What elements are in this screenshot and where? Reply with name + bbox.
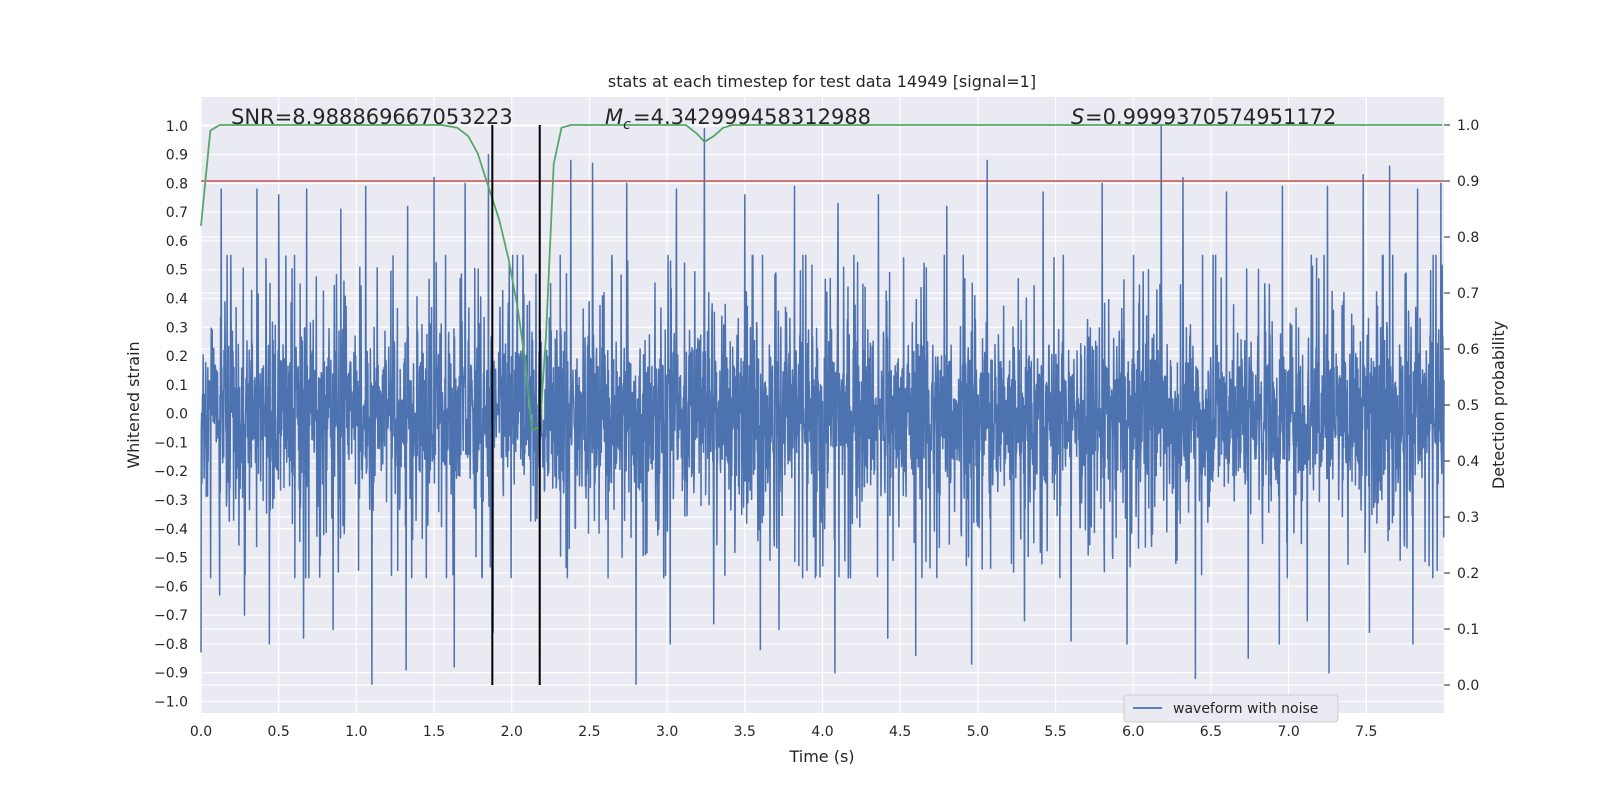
waveform-layer bbox=[200, 125, 1445, 685]
y-left-tick-label: 0.3 bbox=[166, 320, 188, 336]
legend-label: waveform with noise bbox=[1173, 701, 1318, 717]
x-tick-label: 5.5 bbox=[1044, 724, 1066, 740]
mc-annotation-value: =4.342999458312988 bbox=[633, 105, 871, 129]
y-left-tick-label: 0.0 bbox=[166, 407, 188, 423]
y-right-tick-label: 0.0 bbox=[1457, 678, 1479, 694]
y-left-tick-label: 0.4 bbox=[166, 291, 188, 307]
x-tick-label: 3.0 bbox=[656, 724, 678, 740]
marker-layer bbox=[491, 125, 541, 685]
y-left-tick-label: −0.3 bbox=[154, 493, 188, 509]
s-annotation-value: =0.9999370574951172 bbox=[1085, 105, 1336, 129]
y-left-tick-label: −0.5 bbox=[154, 551, 188, 567]
y-axis-label-right: Detection probability bbox=[1489, 321, 1508, 489]
snr-annotation: SNR=8.988869667053223 bbox=[231, 105, 513, 129]
y-left-tick-label: −0.2 bbox=[154, 464, 188, 480]
chart-title: stats at each timestep for test data 149… bbox=[608, 72, 1036, 91]
y-left-tick-label: 0.1 bbox=[166, 378, 188, 394]
y-left-tick-label: −0.7 bbox=[154, 608, 188, 624]
y-left-tick-label: −0.1 bbox=[154, 435, 188, 451]
y-left-tick-label: −0.8 bbox=[154, 637, 188, 653]
x-tick-label: 0.0 bbox=[190, 724, 212, 740]
y-left-tick-label: −0.9 bbox=[154, 666, 188, 682]
x-tick-label: 2.5 bbox=[578, 724, 600, 740]
x-tick-label: 3.5 bbox=[734, 724, 756, 740]
y-left-tick-label: 0.6 bbox=[166, 234, 188, 250]
s-annotation: S =0.9999370574951172 bbox=[1071, 105, 1336, 129]
y-right-tick-label: 0.6 bbox=[1457, 342, 1479, 358]
x-tick-label: 2.0 bbox=[501, 724, 523, 740]
y-right-tick-label: 0.8 bbox=[1457, 230, 1479, 246]
y-left-tick-label: 0.2 bbox=[166, 349, 188, 365]
y-left-tick-label: −0.4 bbox=[154, 522, 188, 538]
x-tick-label: 7.0 bbox=[1277, 724, 1299, 740]
x-tick-label: 4.5 bbox=[889, 724, 911, 740]
x-tick-label: 0.5 bbox=[268, 724, 290, 740]
y-right-tick-label: 1.0 bbox=[1457, 118, 1479, 134]
ticks-layer: 0.0 0.5 1.0 1.5 2.0 2.5 3.0 3.5 4.0 4.5 5.0 5.5 6.0 6… bbox=[154, 118, 1479, 740]
y-right-tick-label: 0.5 bbox=[1457, 398, 1479, 414]
x-tick-label: 1.5 bbox=[423, 724, 445, 740]
y-right-tick-label: 0.2 bbox=[1457, 566, 1479, 582]
x-tick-label: 5.0 bbox=[967, 724, 989, 740]
legend-box bbox=[1123, 694, 1339, 723]
waveform-line bbox=[200, 125, 1445, 685]
y-right-tick-label: 0.7 bbox=[1457, 286, 1479, 302]
x-tick-label: 4.0 bbox=[811, 724, 833, 740]
legend: waveform with noise bbox=[1123, 694, 1339, 723]
x-tick-label: 1.0 bbox=[345, 724, 367, 740]
y-left-tick-label: 0.8 bbox=[166, 176, 188, 192]
y-left-tick-label: 0.5 bbox=[166, 263, 188, 279]
y-right-tick-label: 0.9 bbox=[1457, 174, 1479, 190]
y-left-tick-label: −0.6 bbox=[154, 579, 188, 595]
svg-text:S: S bbox=[1071, 105, 1084, 129]
y-left-tick-label: 1.0 bbox=[166, 119, 188, 135]
detection-probability-line bbox=[200, 124, 1443, 432]
x-tick-label: 7.5 bbox=[1355, 724, 1377, 740]
y-axis-label-left: Whitened strain bbox=[124, 341, 143, 468]
x-tick-label: 6.5 bbox=[1200, 724, 1222, 740]
x-tick-label: 6.0 bbox=[1122, 724, 1144, 740]
y-left-tick-label: 0.9 bbox=[166, 148, 188, 164]
probability-layer bbox=[200, 124, 1444, 432]
y-right-tick-label: 0.4 bbox=[1457, 454, 1479, 470]
y-right-tick-label: 0.3 bbox=[1457, 510, 1479, 526]
y-right-tick-label: 0.1 bbox=[1457, 622, 1479, 638]
x-axis-label: Time (s) bbox=[788, 747, 854, 766]
y-left-tick-label: −1.0 bbox=[154, 694, 188, 710]
mc-annotation: Mc =4.342999458312988 bbox=[605, 105, 871, 133]
y-left-tick-label: 0.7 bbox=[166, 205, 188, 221]
